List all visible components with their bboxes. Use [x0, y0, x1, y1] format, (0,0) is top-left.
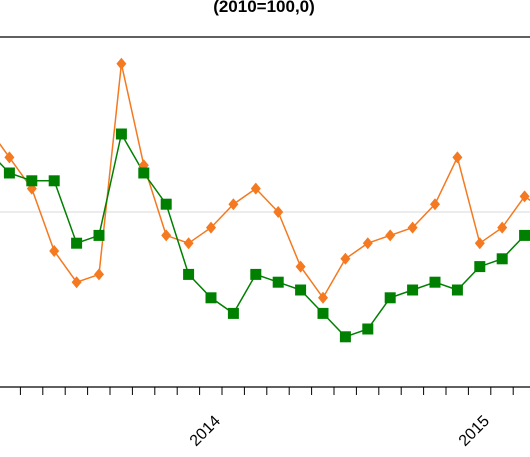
green-series-point: [407, 284, 419, 296]
green-series-point: [115, 128, 127, 140]
orange-series-point: [474, 237, 485, 250]
orange-series-point: [497, 221, 508, 234]
series-markers: [3, 57, 530, 343]
green-series-point: [71, 237, 83, 249]
green-series-point: [362, 323, 374, 335]
green-series-point: [519, 229, 530, 241]
green-series-point: [429, 276, 441, 288]
green-series-point: [183, 268, 195, 280]
orange-series-point: [318, 291, 328, 304]
green-series-line: [0, 131, 530, 338]
green-series-point: [272, 276, 284, 288]
green-series-point: [93, 229, 105, 241]
orange-series-point: [116, 57, 127, 70]
green-series-point: [317, 307, 329, 319]
orange-series-point: [94, 268, 104, 281]
x-tick-label-2014: 2014: [187, 413, 224, 450]
orange-series-point: [49, 245, 60, 257]
green-series-point: [250, 268, 262, 280]
x-axis-ticks: [19, 387, 514, 395]
orange-series-point: [4, 151, 15, 164]
green-series-point: [496, 253, 508, 265]
green-series-point: [339, 331, 351, 343]
orange-series-point: [340, 252, 351, 265]
orange-series-point: [250, 182, 261, 195]
green-series-point: [227, 307, 239, 319]
orange-series-point: [71, 276, 82, 289]
orange-series-point: [430, 198, 440, 211]
orange-series-point: [385, 229, 396, 242]
orange-series-point: [295, 260, 306, 273]
green-series-point: [48, 175, 60, 187]
orange-series-point: [183, 237, 194, 250]
orange-series-point: [161, 229, 172, 242]
green-series-point: [474, 261, 486, 273]
series-lines: [0, 63, 530, 338]
orange-series-point: [519, 190, 530, 203]
orange-series-point: [407, 221, 418, 234]
green-series-point: [3, 167, 15, 179]
orange-series-point: [452, 151, 463, 164]
green-series-point: [160, 198, 172, 210]
chart-title: (2010=100,0): [213, 0, 315, 16]
orange-series-point: [273, 206, 284, 218]
green-series-point: [295, 284, 307, 296]
orange-series-point: [362, 237, 373, 250]
green-series-point: [205, 292, 217, 304]
orange-series-line: [0, 63, 530, 300]
x-tick-label-2015: 2015: [456, 413, 493, 450]
orange-series-point: [228, 198, 239, 211]
green-series-point: [26, 175, 38, 187]
green-series-point: [451, 284, 463, 296]
green-series-point: [138, 167, 150, 179]
orange-series-point: [206, 221, 216, 234]
green-series-point: [384, 292, 396, 304]
